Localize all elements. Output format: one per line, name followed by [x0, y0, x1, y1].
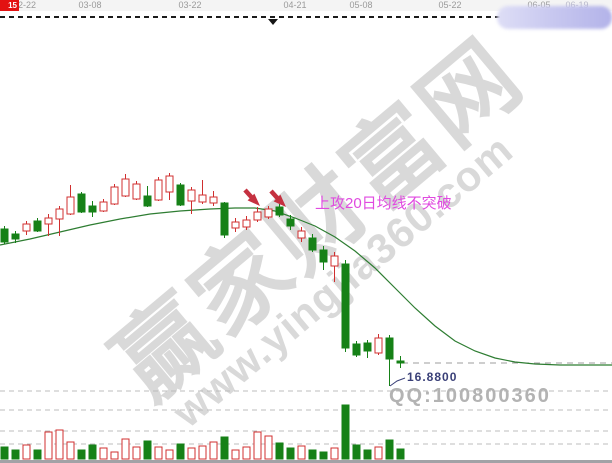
volume-bar: [319, 451, 328, 460]
candle[interactable]: [132, 183, 141, 200]
candle[interactable]: [165, 175, 174, 193]
volume-bar: [176, 443, 185, 460]
candle[interactable]: [363, 342, 372, 352]
qq-watermark: QQ:100800360: [389, 385, 551, 407]
volume-bar: [154, 446, 163, 460]
candle[interactable]: [231, 221, 240, 229]
candle[interactable]: [110, 186, 119, 205]
date-label: 2-22: [17, 0, 37, 10]
date-label: 03-22: [178, 0, 202, 10]
volume-bar: [363, 449, 372, 460]
candle[interactable]: [55, 208, 64, 220]
candle[interactable]: [121, 178, 130, 197]
volume-bar: [341, 404, 350, 460]
top-dashed-separator: [0, 16, 502, 18]
candle[interactable]: [99, 201, 108, 212]
volume-bar: [0, 446, 9, 460]
volume-bar: [396, 448, 405, 460]
volume-bar: [110, 451, 119, 460]
date-axis-bar: 2-22 03-08 03-22 04-21 05-08 05-22 06-05 06-19: [0, 0, 612, 11]
candle[interactable]: [33, 220, 42, 232]
candle[interactable]: [253, 211, 262, 221]
candle[interactable]: [198, 194, 207, 203]
event-marker-triangle-icon: [268, 19, 278, 25]
candle[interactable]: [88, 205, 97, 213]
price-label-pointer: [389, 377, 406, 387]
candle[interactable]: [187, 189, 196, 202]
candle[interactable]: [154, 179, 163, 201]
candle[interactable]: [275, 206, 284, 216]
candle[interactable]: [352, 343, 361, 356]
volume-bar: [165, 449, 174, 460]
blur-overlay: [497, 6, 612, 29]
volume-bar: [297, 445, 306, 460]
volume-bar: [55, 429, 64, 460]
volume-bar: [198, 445, 207, 460]
volume-bar: [308, 449, 317, 460]
bottom-scrollbar[interactable]: [0, 460, 612, 463]
candle[interactable]: [374, 337, 383, 354]
date-label: 06-05: [527, 0, 551, 10]
volume-bar: [143, 440, 152, 460]
ma20-line: [0, 207, 612, 366]
volume-bar: [330, 447, 339, 460]
volume-bar: [275, 442, 284, 460]
candle[interactable]: [264, 208, 273, 218]
candle[interactable]: [242, 219, 251, 228]
volume-bar: [264, 435, 273, 460]
volume-bar: [22, 444, 31, 460]
date-label: 05-08: [349, 0, 373, 10]
candle[interactable]: [220, 202, 229, 236]
low-price-label: 16.8800: [407, 370, 458, 384]
highlighted-date-badge: 15: [0, 0, 19, 11]
candle[interactable]: [176, 184, 185, 206]
volume-bar: [209, 441, 218, 460]
candle[interactable]: [66, 196, 75, 215]
annotation-arrow-head-icon: [247, 193, 260, 206]
volume-bar: [385, 439, 394, 460]
candle[interactable]: [44, 217, 53, 225]
date-label: 05-22: [438, 0, 462, 10]
volume-bar: [33, 449, 42, 460]
volume-bar: [352, 444, 361, 460]
annotation-arrow-head-icon: [273, 194, 286, 207]
volume-bar: [44, 431, 53, 460]
volume-bar: [121, 438, 130, 460]
volume-bar: [88, 444, 97, 460]
date-label: 03-08: [78, 0, 102, 10]
volume-bar: [286, 447, 295, 460]
date-label: 06-19: [565, 0, 589, 10]
ma-annotation-text: 上攻20日均线不突破: [315, 195, 452, 212]
volume-bar: [231, 449, 240, 460]
candle[interactable]: [319, 249, 328, 263]
date-label: 04-21: [283, 0, 307, 10]
volume-bar: [66, 441, 75, 460]
candle[interactable]: [286, 218, 295, 227]
candle[interactable]: [385, 337, 394, 360]
candle[interactable]: [297, 230, 306, 239]
candle[interactable]: [0, 228, 9, 243]
volume-bar: [374, 446, 383, 460]
volume-bar: [187, 447, 196, 460]
volume-bar: [77, 449, 86, 460]
candle[interactable]: [330, 255, 339, 267]
volume-bar: [132, 446, 141, 460]
volume-bar: [220, 436, 229, 460]
candle[interactable]: [77, 193, 86, 213]
candle[interactable]: [11, 233, 20, 240]
candle[interactable]: [143, 195, 152, 207]
volume-bar: [11, 449, 20, 460]
candle[interactable]: [209, 196, 218, 204]
candle[interactable]: [396, 360, 405, 364]
candle[interactable]: [22, 223, 31, 232]
candle[interactable]: [341, 263, 350, 349]
volume-bar: [242, 446, 251, 460]
candle[interactable]: [308, 237, 317, 251]
volume-bar: [99, 447, 108, 460]
volume-bar: [253, 431, 262, 460]
